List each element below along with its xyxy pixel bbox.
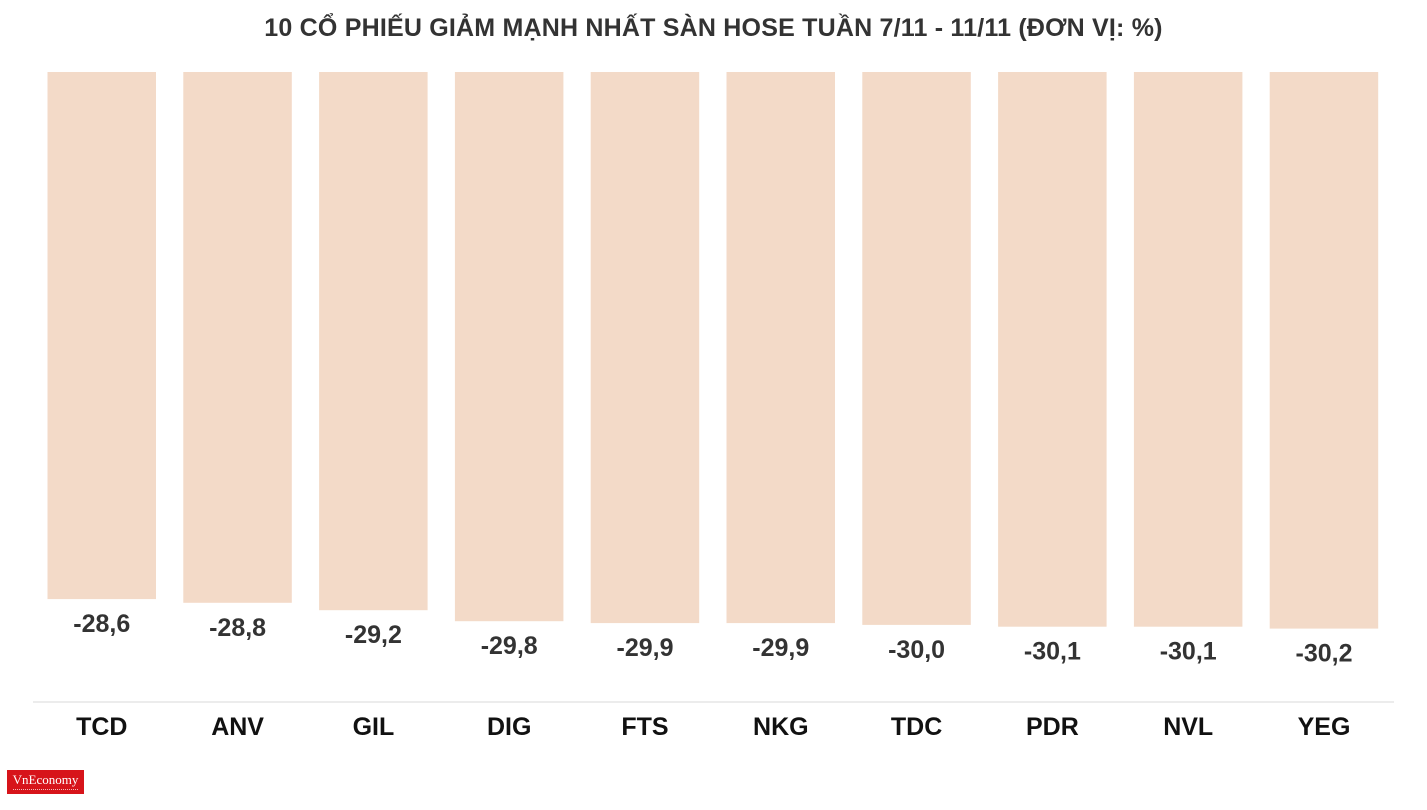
value-label-fts: -29,9: [617, 634, 674, 662]
category-label-nvl: NVL: [1163, 713, 1213, 741]
bar-dig: [454, 72, 564, 622]
bar-anv: [183, 72, 292, 603]
category-label-nkg: NKG: [753, 713, 809, 741]
logo-tagline-icon: [13, 789, 78, 793]
category-label-tdc: TDC: [891, 713, 942, 741]
value-label-tdc: -30,0: [888, 636, 945, 664]
category-label-gil: GIL: [353, 713, 395, 741]
category-label-fts: FTS: [621, 713, 668, 741]
value-label-yeg: -30,2: [1296, 640, 1353, 668]
bar-tcd: [47, 72, 156, 600]
category-label-yeg: YEG: [1298, 713, 1351, 741]
category-label-tcd: TCD: [76, 713, 127, 741]
bar-gil: [319, 72, 428, 611]
chart-title: 10 CỔ PHIẾU GIẢM MẠNH NHẤT SÀN HOSE TUẦN…: [264, 14, 1163, 42]
category-label-dig: DIG: [487, 713, 531, 741]
bar-pdr: [998, 72, 1107, 627]
logo-text: VnEconomy: [12, 772, 79, 787]
bar-fts: [590, 72, 700, 624]
value-label-nvl: -30,1: [1160, 638, 1217, 666]
bar-nvl: [1133, 72, 1243, 627]
bar-tdc: [862, 72, 971, 625]
value-label-nkg: -29,9: [752, 634, 809, 662]
value-label-gil: -29,2: [345, 621, 402, 649]
value-label-anv: -28,8: [209, 614, 266, 642]
bars-group: [47, 72, 1379, 629]
vneconomy-logo: VnEconomy: [7, 770, 84, 794]
value-label-tcd: -28,6: [73, 610, 130, 638]
value-label-dig: -29,8: [481, 632, 538, 660]
bar-nkg: [726, 72, 835, 624]
category-labels-group: TCD ANV GIL DIG FTS NKG TDC PDR NVL YEG: [76, 713, 1350, 741]
value-label-pdr: -30,1: [1024, 638, 1081, 666]
bar-yeg: [1269, 72, 1379, 629]
category-label-pdr: PDR: [1026, 713, 1079, 741]
value-labels-group: -28,6 -28,8 -29,2 -29,8 -29,9 -29,9 -30,0 -30,1…: [73, 610, 1352, 668]
category-label-anv: ANV: [211, 713, 264, 741]
